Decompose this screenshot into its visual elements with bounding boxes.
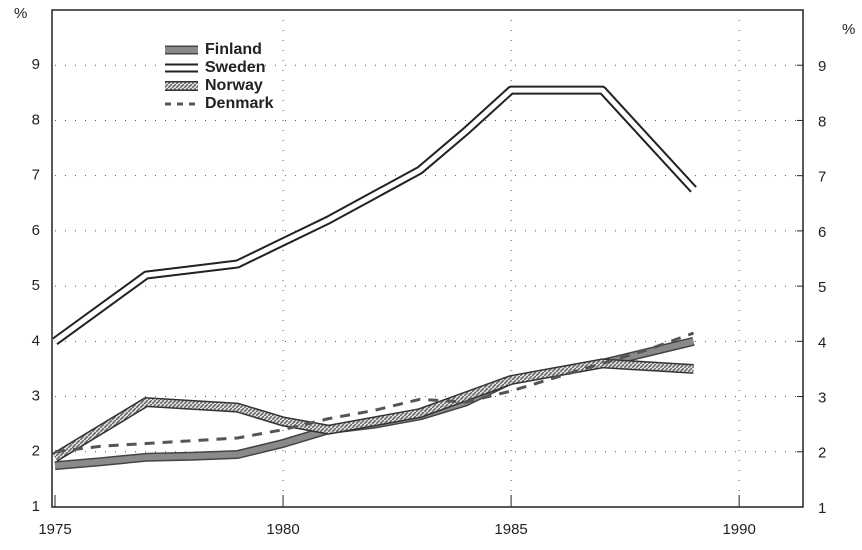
x-tick-label: 1985 xyxy=(494,521,527,538)
y2-tick-label: 5 xyxy=(818,279,826,296)
y2-tick-label: 3 xyxy=(818,390,826,407)
y2-tick-label: 8 xyxy=(818,113,826,130)
legend-label: Norway xyxy=(205,77,263,94)
y-tick-label: 2 xyxy=(32,443,40,460)
y2-tick-label: 2 xyxy=(818,445,826,462)
y-tick-label: 7 xyxy=(32,167,40,184)
y-axis-label: % xyxy=(14,5,27,22)
series-line xyxy=(53,359,694,461)
line-outline xyxy=(52,85,697,345)
y-tick-label: 4 xyxy=(32,332,40,349)
legend-label: Finland xyxy=(205,41,262,58)
y2-tick-label: 4 xyxy=(818,334,826,351)
y-tick-label: 6 xyxy=(32,222,40,239)
y-tick-label: 3 xyxy=(32,388,40,405)
y2-tick-label: 9 xyxy=(818,58,826,75)
y-tick-label: 5 xyxy=(32,277,40,294)
series-line xyxy=(53,87,696,344)
y-tick-label: 9 xyxy=(32,56,40,73)
legend-label: Sweden xyxy=(205,59,265,76)
x-tick-label: 1980 xyxy=(266,521,299,538)
x-tick-label: 1975 xyxy=(38,521,71,538)
y-tick-label: 1 xyxy=(32,498,40,515)
y-tick-label: 8 xyxy=(32,111,40,128)
y2-tick-label: 6 xyxy=(818,224,826,241)
plot-frame xyxy=(51,9,804,508)
series-line xyxy=(54,331,695,454)
x-tick-label: 1990 xyxy=(722,521,755,538)
y2-tick-label: 1 xyxy=(818,500,826,517)
legend-label: Denmark xyxy=(205,95,274,112)
y2-axis-label: % xyxy=(842,21,855,38)
y2-tick-label: 7 xyxy=(818,169,826,186)
